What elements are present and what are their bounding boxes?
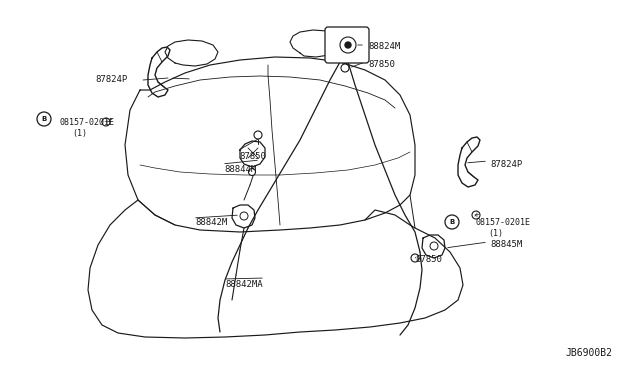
Circle shape (445, 215, 459, 229)
Circle shape (240, 212, 248, 220)
Circle shape (472, 211, 480, 219)
Text: B: B (449, 219, 454, 225)
Text: 87824P: 87824P (490, 160, 522, 169)
Text: 08157-0201E: 08157-0201E (60, 118, 115, 127)
FancyBboxPatch shape (325, 27, 369, 63)
Text: (1): (1) (488, 229, 503, 238)
Circle shape (430, 242, 438, 250)
Text: 87850: 87850 (239, 152, 266, 161)
Circle shape (345, 42, 351, 48)
Text: 87850: 87850 (368, 60, 395, 69)
Circle shape (102, 118, 110, 126)
Text: B: B (42, 116, 47, 122)
Text: (1): (1) (72, 129, 87, 138)
Text: 88842M: 88842M (195, 218, 227, 227)
Text: 08157-0201E: 08157-0201E (475, 218, 530, 227)
Text: 88845M: 88845M (490, 240, 522, 249)
Text: 87850: 87850 (415, 255, 442, 264)
Circle shape (340, 37, 356, 53)
Circle shape (254, 131, 262, 139)
Text: JB6900B2: JB6900B2 (565, 348, 612, 358)
Circle shape (411, 254, 419, 262)
Circle shape (341, 64, 349, 72)
Circle shape (37, 112, 51, 126)
Circle shape (248, 169, 255, 176)
Text: 87824P: 87824P (95, 75, 127, 84)
Text: 88842MA: 88842MA (225, 280, 262, 289)
Text: +: + (473, 212, 479, 218)
Text: +: + (103, 119, 109, 125)
Text: 88844M: 88844M (224, 165, 256, 174)
Text: 88824M: 88824M (368, 42, 400, 51)
